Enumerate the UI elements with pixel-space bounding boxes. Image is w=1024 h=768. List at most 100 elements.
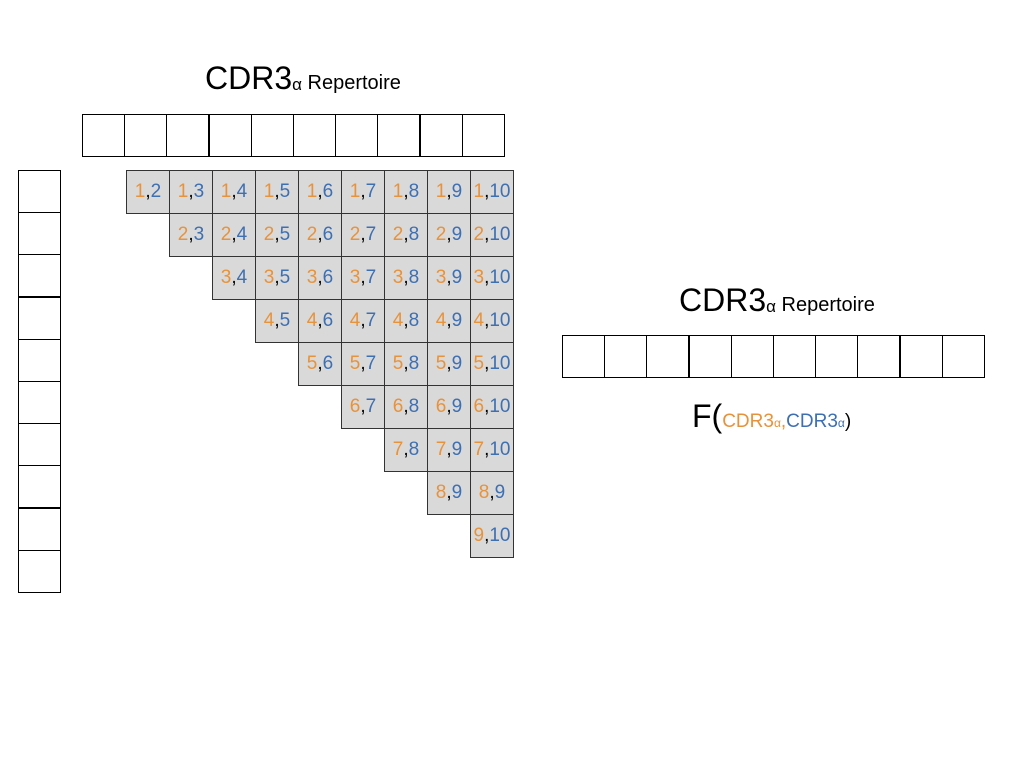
pair-comma: , <box>446 224 452 245</box>
title-alpha-subscript: α <box>292 75 302 94</box>
pair-cell: 6,8 <box>384 385 428 429</box>
pair-cell: 4,5 <box>255 299 299 343</box>
top-strip-cell <box>208 114 252 157</box>
pair-second-index: 7 <box>365 396 377 417</box>
pair-cell: 5,6 <box>298 342 342 386</box>
pair-cell: 5, 10 <box>470 342 514 386</box>
right-strip-cell <box>815 335 859 378</box>
pair-cell: 2,7 <box>341 213 385 257</box>
pair-comma: , <box>446 482 452 503</box>
pair-cell: 1,6 <box>298 170 342 214</box>
pair-comma: , <box>274 181 280 202</box>
pair-cell: 6, 10 <box>470 385 514 429</box>
pair-first-index: 1 <box>220 181 232 202</box>
right-strip-cell <box>773 335 817 378</box>
pair-comma: , <box>403 439 409 460</box>
pair-cell: 2,6 <box>298 213 342 257</box>
top-repertoire-title: CDR3α Repertoire <box>205 60 401 97</box>
pair-first-index: 2 <box>177 224 189 245</box>
pair-second-index: 10 <box>489 396 511 417</box>
left-strip-cell <box>18 549 61 593</box>
pair-comma: , <box>403 267 409 288</box>
right-strip-cell <box>604 335 648 378</box>
pair-first-index: 1 <box>473 181 485 202</box>
pair-first-index: 9 <box>473 525 485 546</box>
pair-cell: 8,9 <box>427 471 471 515</box>
left-strip-cell <box>18 507 61 551</box>
pair-first-index: 2 <box>392 224 404 245</box>
pair-comma: , <box>231 181 237 202</box>
pair-first-index: 6 <box>392 396 404 417</box>
pair-first-index: 4 <box>473 310 485 331</box>
pair-comma: , <box>484 310 490 331</box>
pair-first-index: 5 <box>392 353 404 374</box>
pair-comma: , <box>446 353 452 374</box>
pair-first-index: 7 <box>435 439 447 460</box>
pair-comma: , <box>489 482 495 503</box>
pair-second-index: 7 <box>365 181 377 202</box>
pair-comma: , <box>274 267 280 288</box>
pair-comma: , <box>317 310 323 331</box>
pair-first-index: 8 <box>478 482 490 503</box>
pair-comma: , <box>145 181 151 202</box>
pair-first-index: 3 <box>306 267 318 288</box>
pair-second-index: 7 <box>365 224 377 245</box>
pair-second-index: 8 <box>408 224 420 245</box>
left-strip-cell <box>18 423 61 467</box>
pair-first-index: 6 <box>349 396 361 417</box>
pair-first-index: 3 <box>220 267 232 288</box>
pair-first-index: 7 <box>392 439 404 460</box>
pair-first-index: 2 <box>473 224 485 245</box>
pair-first-index: 1 <box>392 181 404 202</box>
pair-second-index: 9 <box>451 181 463 202</box>
pair-first-index: 1 <box>263 181 275 202</box>
pair-first-index: 8 <box>435 482 447 503</box>
left-strip-cell <box>18 170 61 213</box>
pair-first-index: 6 <box>435 396 447 417</box>
pair-first-index: 1 <box>306 181 318 202</box>
pair-comma: , <box>484 181 490 202</box>
pair-second-index: 4 <box>236 181 248 202</box>
pair-comma: , <box>188 224 194 245</box>
pair-first-index: 1 <box>435 181 447 202</box>
pair-comma: , <box>360 181 366 202</box>
pair-comma: , <box>231 224 237 245</box>
pair-first-index: 2 <box>349 224 361 245</box>
pair-first-index: 4 <box>263 310 275 331</box>
pair-first-index: 3 <box>263 267 275 288</box>
pair-cell: 1,7 <box>341 170 385 214</box>
pair-cell: 3,6 <box>298 256 342 300</box>
pair-cell: 1,5 <box>255 170 299 214</box>
pair-cell: 3,8 <box>384 256 428 300</box>
pair-comma: , <box>360 224 366 245</box>
pair-cell: 5,9 <box>427 342 471 386</box>
pair-cell: 2, 10 <box>470 213 514 257</box>
pair-second-index: 9 <box>451 310 463 331</box>
pair-second-index: 8 <box>408 267 420 288</box>
pair-comma: , <box>403 224 409 245</box>
pair-comma: , <box>274 310 280 331</box>
pair-comma: , <box>360 267 366 288</box>
right-strip-cell <box>646 335 690 378</box>
pair-second-index: 5 <box>279 224 291 245</box>
pair-comma: , <box>317 224 323 245</box>
left-strip-cell <box>18 212 61 256</box>
pair-cell: 5,7 <box>341 342 385 386</box>
pair-cell: 1, 10 <box>470 170 514 214</box>
top-strip-cell <box>293 114 337 157</box>
pair-comma: , <box>484 439 490 460</box>
left-strip-cell <box>18 465 61 509</box>
left-strip-cell <box>18 381 61 425</box>
function-label: F(CDR3α,CDR3α) <box>692 398 851 435</box>
function-arg2-subscript: α <box>837 416 845 430</box>
pair-second-index: 5 <box>279 310 291 331</box>
pair-cell: 8,9 <box>470 471 514 515</box>
pair-second-index: 6 <box>322 310 334 331</box>
left-strip-cell <box>18 296 61 340</box>
title-rest-text: Repertoire <box>301 72 401 94</box>
pair-cell: 4,7 <box>341 299 385 343</box>
pair-comma: , <box>446 310 452 331</box>
pair-cell: 4,8 <box>384 299 428 343</box>
pair-second-index: 8 <box>408 181 420 202</box>
pair-cell: 1,8 <box>384 170 428 214</box>
